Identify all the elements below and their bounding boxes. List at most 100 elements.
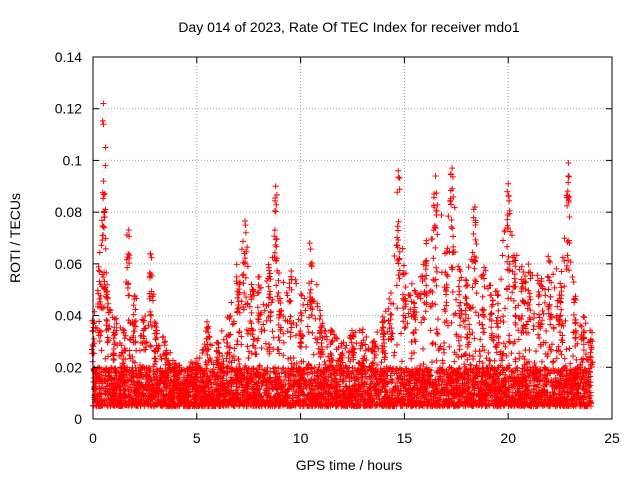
data-point bbox=[112, 365, 119, 372]
data-point bbox=[561, 283, 568, 290]
data-point bbox=[506, 197, 513, 204]
data-point bbox=[393, 282, 400, 289]
data-point bbox=[524, 367, 531, 374]
data-point bbox=[440, 346, 447, 353]
data-point bbox=[546, 257, 553, 264]
data-point bbox=[312, 315, 319, 322]
data-point bbox=[304, 323, 311, 330]
data-point bbox=[429, 359, 436, 366]
data-point bbox=[476, 358, 483, 365]
data-point bbox=[290, 355, 297, 362]
data-point bbox=[313, 281, 320, 288]
data-point bbox=[441, 340, 448, 347]
data-point bbox=[321, 358, 328, 365]
data-point bbox=[470, 356, 477, 363]
data-point bbox=[261, 327, 268, 334]
data-point bbox=[573, 356, 580, 363]
data-point bbox=[143, 376, 150, 383]
data-point bbox=[498, 393, 505, 400]
data-point bbox=[113, 315, 120, 322]
data-point bbox=[506, 339, 513, 346]
data-point bbox=[234, 383, 241, 390]
data-point bbox=[117, 373, 124, 380]
data-point bbox=[586, 365, 593, 372]
data-point bbox=[270, 346, 277, 353]
data-point bbox=[569, 273, 576, 280]
data-point bbox=[434, 231, 441, 238]
data-point bbox=[434, 331, 441, 338]
data-point bbox=[483, 364, 490, 371]
data-point bbox=[310, 351, 317, 358]
data-point bbox=[557, 298, 564, 305]
data-point bbox=[469, 284, 476, 291]
data-point bbox=[550, 324, 557, 331]
data-point bbox=[556, 387, 563, 394]
data-point bbox=[506, 332, 513, 339]
data-point bbox=[532, 348, 539, 355]
data-point bbox=[539, 307, 546, 314]
data-point bbox=[558, 306, 565, 313]
data-point bbox=[133, 347, 140, 354]
data-point bbox=[455, 283, 462, 290]
data-point bbox=[543, 327, 550, 334]
data-point bbox=[502, 343, 509, 350]
data-point bbox=[504, 243, 511, 250]
data-point bbox=[103, 365, 110, 372]
data-point bbox=[505, 295, 512, 302]
data-point bbox=[514, 385, 521, 392]
data-point bbox=[499, 237, 506, 244]
data-point bbox=[471, 335, 478, 342]
data-points bbox=[88, 100, 596, 410]
data-point bbox=[422, 308, 429, 315]
data-point bbox=[273, 370, 280, 377]
data-point bbox=[444, 322, 451, 329]
data-point bbox=[365, 345, 372, 352]
data-point bbox=[396, 267, 403, 274]
data-point bbox=[428, 236, 435, 243]
data-point bbox=[198, 378, 205, 385]
data-point bbox=[471, 387, 478, 394]
data-point bbox=[245, 348, 252, 355]
data-point bbox=[199, 377, 206, 384]
data-point bbox=[266, 288, 273, 295]
data-point bbox=[397, 382, 404, 389]
data-point bbox=[248, 281, 255, 288]
data-point bbox=[269, 328, 276, 335]
data-point bbox=[523, 321, 530, 328]
data-point bbox=[317, 312, 324, 319]
data-point bbox=[558, 351, 565, 358]
data-point bbox=[437, 373, 444, 380]
data-point bbox=[403, 372, 410, 379]
data-point bbox=[148, 254, 155, 261]
data-point bbox=[227, 312, 234, 319]
data-point bbox=[393, 379, 400, 386]
data-point bbox=[391, 253, 398, 260]
data-point bbox=[378, 359, 385, 366]
data-point bbox=[569, 353, 576, 360]
data-point bbox=[434, 316, 441, 323]
data-point bbox=[582, 320, 589, 327]
data-point bbox=[530, 326, 537, 333]
data-point bbox=[397, 373, 404, 380]
data-point bbox=[262, 340, 269, 347]
data-point bbox=[470, 230, 477, 237]
data-point bbox=[477, 336, 484, 343]
data-point bbox=[395, 218, 402, 225]
data-point bbox=[451, 311, 458, 318]
data-point bbox=[464, 376, 471, 383]
data-point bbox=[456, 346, 463, 353]
data-point bbox=[413, 392, 420, 399]
data-point bbox=[361, 378, 368, 385]
data-point bbox=[433, 326, 440, 333]
data-point bbox=[218, 327, 225, 334]
data-point bbox=[499, 252, 506, 259]
data-point bbox=[477, 353, 484, 360]
data-point bbox=[236, 361, 243, 368]
data-point bbox=[498, 355, 505, 362]
data-point bbox=[270, 368, 277, 375]
data-point bbox=[465, 264, 472, 271]
data-point bbox=[394, 305, 401, 312]
data-point bbox=[446, 343, 453, 350]
data-point bbox=[465, 379, 472, 386]
